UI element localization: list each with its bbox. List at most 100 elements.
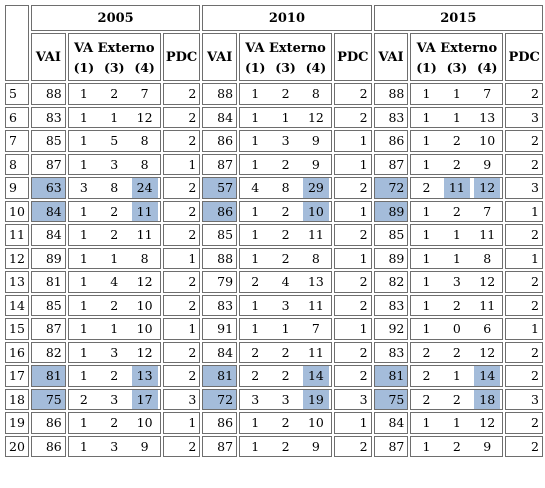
va-value: 6	[483, 321, 492, 336]
va-value: 1	[452, 368, 461, 383]
vai-cell: 86	[30, 412, 66, 434]
va-value: 2	[281, 344, 290, 360]
va-value: 2	[452, 438, 461, 454]
row-label: 18	[5, 388, 29, 410]
va-value: 3	[452, 274, 461, 289]
vai-cell: 81	[373, 365, 409, 387]
vai-cell: 87	[373, 435, 409, 457]
year-header-2010: 2010	[202, 5, 372, 31]
va-externo-header: VA Externo (1) (3) (4)	[410, 33, 504, 81]
va-externo-cell: 1 5 8	[67, 130, 161, 152]
va-value: 1	[422, 86, 431, 101]
vai-cell: 85	[202, 224, 238, 246]
va-externo-cell: 2 1 14	[410, 365, 504, 387]
pdc-cell: 2	[334, 83, 372, 105]
vai-cell: 84	[30, 224, 66, 246]
va-value: 1	[79, 133, 88, 148]
row-label: 6	[5, 106, 29, 128]
pdc-cell: 2	[505, 83, 543, 105]
va-value: 2	[281, 415, 290, 430]
vai-cell: 89	[373, 200, 409, 222]
va-value: 1	[422, 250, 431, 266]
va-value: 2	[110, 86, 119, 101]
vai-cell: 87	[30, 318, 66, 340]
pdc-cell: 2	[505, 153, 543, 175]
va-value: 17	[131, 389, 158, 409]
vai-cell: 87	[202, 153, 238, 175]
va-value: 1	[79, 415, 88, 430]
vai-cell: 75	[373, 388, 409, 410]
vai-cell: 84	[30, 200, 66, 222]
va-value: 8	[281, 180, 290, 195]
table-row: 20 86 1 3 9 2 87 1 2 9 2 87 1 2 9 2	[5, 435, 543, 457]
table-row: 18 75 2 3 17 3 72 3 3 19 3 75 2 2 18 3	[5, 388, 543, 410]
va-value: 11	[136, 227, 153, 242]
va-value: 2	[281, 368, 290, 383]
va-value: 2	[422, 180, 431, 195]
va-value: 1	[422, 321, 431, 336]
va-value: 10	[479, 133, 496, 148]
va-value: 12	[136, 109, 153, 125]
va-value: 11	[307, 344, 324, 360]
vai-cell: 85	[30, 294, 66, 316]
va-externo-cell: 1 1 13	[410, 106, 504, 128]
row-label: 9	[5, 177, 29, 199]
va-value: 3	[79, 180, 88, 195]
va-externo-cell: 2 2 18	[410, 388, 504, 410]
vai-cell: 83	[373, 106, 409, 128]
table-row: 13 81 1 4 12 2 79 2 4 13 2 82 1 3 12 2	[5, 271, 543, 293]
vai-cell: 88	[202, 247, 238, 269]
pdc-cell: 3	[334, 388, 372, 410]
pdc-cell: 2	[334, 177, 372, 199]
va-externo-cell: 1 2 11	[410, 294, 504, 316]
va-subcol-label: (3)	[275, 59, 296, 75]
va-value: 14	[474, 366, 501, 386]
vai-cell: 87	[373, 153, 409, 175]
vai-cell: 86	[30, 435, 66, 457]
vai-cell: 91	[202, 318, 238, 340]
pdc-cell: 2	[334, 294, 372, 316]
va-value: 1	[251, 438, 260, 454]
va-value: 11	[307, 227, 324, 242]
year-header-2005: 2005	[30, 5, 201, 31]
year-header-2015: 2015	[373, 5, 543, 31]
va-value: 11	[307, 297, 324, 313]
vai-cell: 88	[373, 83, 409, 105]
va-value: 8	[483, 250, 492, 266]
pdc-cell: 2	[162, 224, 201, 246]
vai-cell: 87	[202, 435, 238, 457]
va-value: 1	[251, 86, 260, 101]
pdc-cell: 1	[162, 318, 201, 340]
vai-cell: 81	[30, 271, 66, 293]
va-externo-cell: 3 3 19	[239, 388, 333, 410]
pdc-cell: 2	[505, 341, 543, 363]
pdc-header: PDC	[334, 33, 372, 81]
vai-cell: 72	[373, 177, 409, 199]
va-externo-cell: 1 3 11	[239, 294, 333, 316]
va-value: 9	[311, 156, 320, 172]
va-externo-cell: 1 1 12	[239, 106, 333, 128]
va-externo-cell: 1 2 9	[239, 153, 333, 175]
va-value: 8	[140, 133, 149, 148]
pdc-cell: 2	[505, 435, 543, 457]
va-externo-cell: 1 2 11	[239, 224, 333, 246]
va-value: 8	[140, 250, 149, 266]
va-value: 9	[483, 438, 492, 454]
va-value: 1	[79, 109, 88, 125]
va-subcol-label: (1)	[244, 59, 266, 75]
pdc-cell: 3	[505, 106, 543, 128]
pdc-cell: 2	[162, 271, 201, 293]
row-label: 17	[5, 365, 29, 387]
va-value: 2	[251, 344, 260, 360]
vai-cell: 89	[30, 247, 66, 269]
va-value: 13	[479, 109, 496, 125]
row-label: 10	[5, 200, 29, 222]
row-label: 12	[5, 247, 29, 269]
va-value: 1	[79, 203, 88, 219]
va-subcol-label: (4)	[134, 59, 155, 75]
pdc-cell: 1	[162, 247, 201, 269]
va-value: 1	[452, 250, 461, 266]
pdc-cell: 2	[162, 106, 201, 128]
va-externo-cell: 1 1 7	[239, 318, 333, 340]
va-value: 1	[79, 274, 88, 289]
